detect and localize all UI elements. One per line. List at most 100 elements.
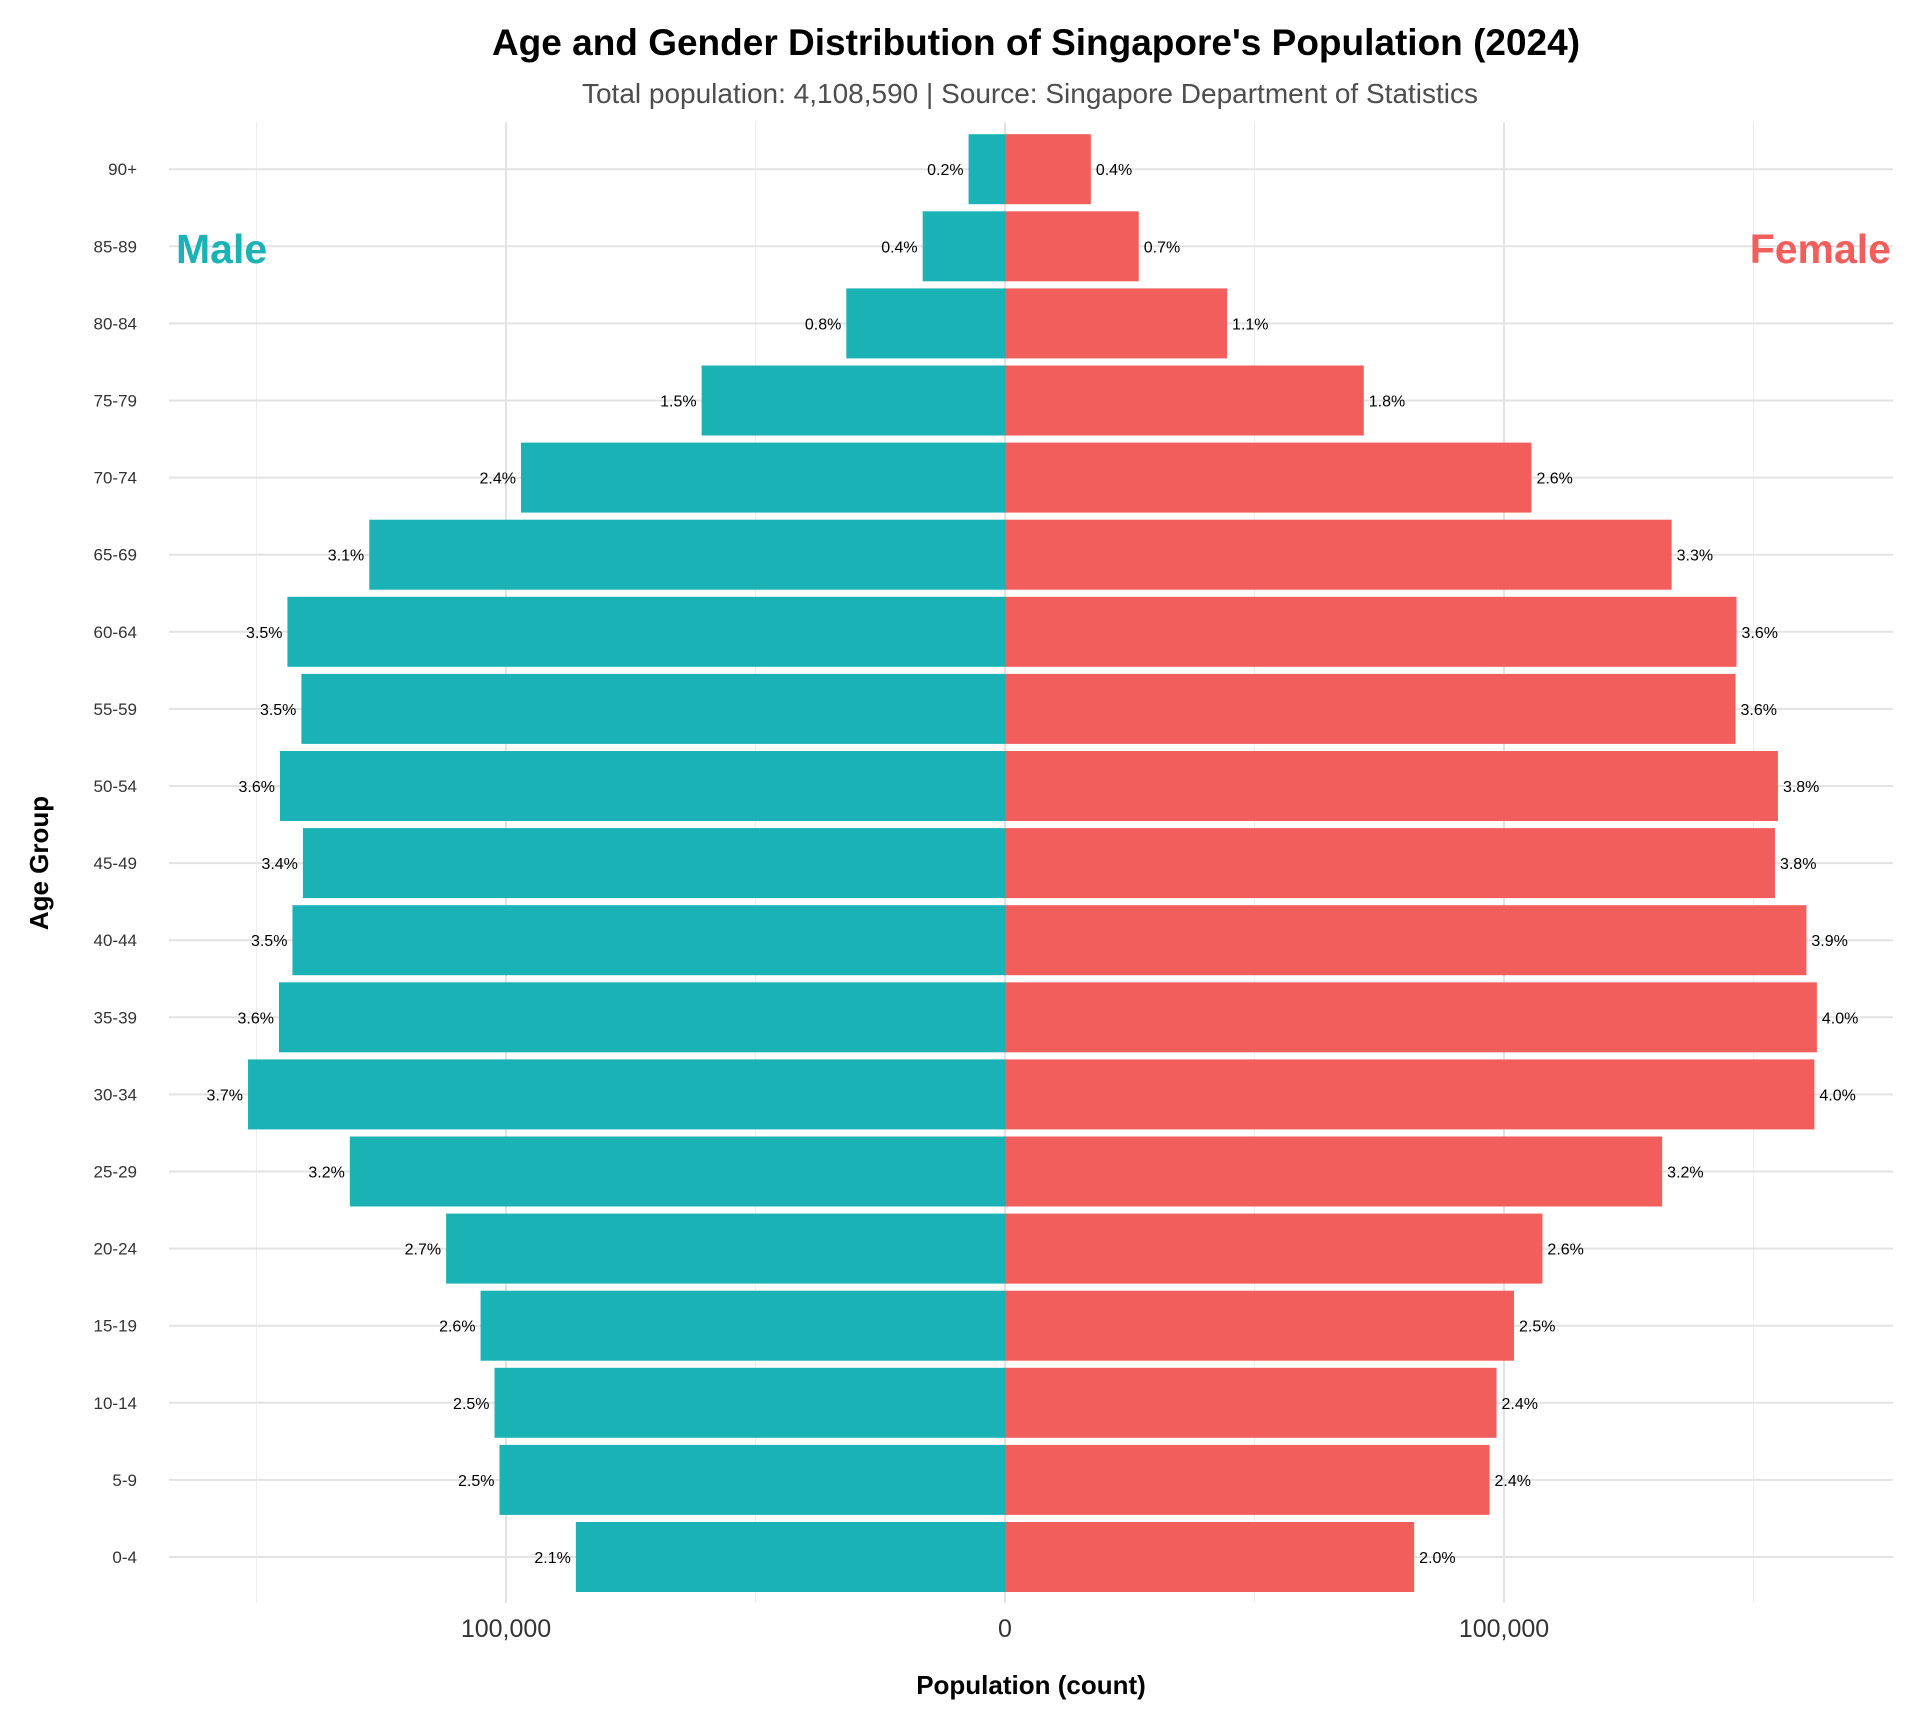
y-tick-label: 25-29	[94, 1163, 137, 1182]
y-tick-label: 40-44	[94, 931, 137, 950]
female-bar-65-69	[1005, 519, 1672, 590]
female-percent-label: 3.2%	[1667, 1165, 1703, 1182]
female-percent-label: 0.7%	[1144, 239, 1180, 256]
male-bar-10-14	[494, 1367, 1005, 1438]
bar-labels: 2.1% 2.5% 2.5% 2.6% 2.7% 3.2% 3.7% 3.6% 3.5% 3.4%…	[207, 162, 1859, 1567]
y-tick-label: 15-19	[94, 1317, 137, 1336]
y-tick-label: 20-24	[94, 1240, 137, 1259]
y-axis-title: Age Group	[24, 796, 54, 930]
y-tick-label: 85-89	[94, 237, 137, 256]
male-percent-label: 3.6%	[238, 779, 274, 796]
y-tick-label: 35-39	[94, 1008, 137, 1027]
x-tick-label: 100,000	[461, 1615, 551, 1643]
y-tick-label: 30-34	[94, 1085, 137, 1104]
male-bar-5-9	[499, 1444, 1005, 1515]
y-tick-label: 80-84	[94, 314, 137, 333]
female-bar-10-14	[1005, 1367, 1497, 1438]
female-percent-label: 3.8%	[1783, 779, 1819, 796]
male-percent-label: 3.7%	[207, 1087, 243, 1104]
male-bar-40-44	[292, 905, 1006, 976]
female-bar-50-54	[1005, 751, 1778, 821]
female-percent-label: 3.6%	[1741, 702, 1777, 719]
female-percent-label: 2.4%	[1495, 1473, 1531, 1490]
female-percent-label: 4.0%	[1819, 1087, 1855, 1104]
female-bar-40-44	[1005, 905, 1807, 976]
male-percent-label: 3.6%	[237, 1010, 273, 1027]
male-bar-85-89	[922, 211, 1005, 282]
y-tick-label: 5-9	[112, 1471, 137, 1490]
y-tick-label: 45-49	[94, 854, 137, 873]
y-tick-label: 0-4	[112, 1548, 137, 1567]
female-bar-25-29	[1005, 1136, 1663, 1207]
female-bar-90+	[1005, 134, 1091, 205]
male-bar-90+	[968, 134, 1005, 205]
male-bar-55-59	[301, 673, 1005, 744]
male-percent-label: 3.1%	[328, 548, 364, 565]
female-bar-35-39	[1005, 982, 1817, 1053]
male-percent-label: 3.4%	[261, 856, 297, 873]
female-percent-label: 3.8%	[1780, 856, 1816, 873]
male-percent-label: 2.6%	[439, 1319, 475, 1336]
female-bar-70-74	[1005, 442, 1532, 513]
y-tick-label: 50-54	[94, 777, 137, 796]
female-bar-5-9	[1005, 1444, 1490, 1515]
y-tick-label: 60-64	[94, 623, 137, 642]
male-bar-70-74	[520, 442, 1005, 513]
male-bar-45-49	[302, 828, 1006, 899]
male-percent-label: 3.5%	[260, 702, 296, 719]
female-bar-75-79	[1005, 365, 1364, 436]
female-percent-label: 3.3%	[1677, 548, 1713, 565]
male-bar-0-4	[575, 1522, 1005, 1592]
male-percent-label: 2.5%	[458, 1473, 494, 1490]
female-percent-label: 1.1%	[1232, 316, 1268, 333]
y-tick-label: 65-69	[94, 546, 137, 565]
male-bar-35-39	[278, 982, 1006, 1053]
male-percent-label: 2.4%	[480, 471, 516, 488]
male-bar-25-29	[349, 1136, 1005, 1207]
x-axis-title: Population (count)	[916, 1670, 1146, 1700]
male-percent-label: 2.1%	[534, 1550, 570, 1567]
female-bar-45-49	[1005, 828, 1775, 899]
female-percent-label: 3.6%	[1742, 625, 1778, 642]
female-percent-label: 2.6%	[1547, 1242, 1583, 1259]
y-tick-label: 75-79	[94, 392, 137, 411]
male-bar-60-64	[287, 596, 1005, 667]
male-bar-50-54	[279, 751, 1005, 821]
female-percent-label: 3.9%	[1811, 933, 1847, 950]
male-bar-15-19	[480, 1290, 1005, 1361]
female-side-label: Female	[1750, 226, 1891, 272]
female-bar-20-24	[1005, 1213, 1543, 1284]
male-percent-label: 3.5%	[251, 933, 287, 950]
female-percent-label: 2.4%	[1502, 1396, 1538, 1413]
female-percent-label: 2.0%	[1419, 1550, 1455, 1567]
male-percent-label: 2.7%	[405, 1242, 441, 1259]
male-bar-30-34	[248, 1059, 1006, 1130]
female-percent-label: 1.8%	[1369, 394, 1405, 411]
male-percent-label: 2.5%	[453, 1396, 489, 1413]
female-percent-label: 2.5%	[1519, 1319, 1555, 1336]
male-percent-label: 0.2%	[927, 162, 963, 179]
x-tick-label: 100,000	[1459, 1615, 1549, 1643]
y-tick-label: 10-14	[94, 1394, 137, 1413]
chart-subtitle: Total population: 4,108,590 | Source: Si…	[581, 78, 1479, 109]
male-bar-80-84	[846, 288, 1005, 359]
female-bar-60-64	[1005, 596, 1737, 667]
bars	[248, 134, 1817, 1592]
x-axis-ticks: 100,000 0 100,000	[461, 1615, 1549, 1643]
male-percent-label: 0.4%	[881, 239, 917, 256]
female-bar-15-19	[1005, 1290, 1514, 1361]
female-bar-80-84	[1005, 288, 1228, 359]
male-percent-label: 3.5%	[246, 625, 282, 642]
female-bar-85-89	[1005, 211, 1139, 282]
female-bar-30-34	[1005, 1059, 1815, 1130]
male-bar-20-24	[446, 1213, 1005, 1284]
female-percent-label: 0.4%	[1096, 162, 1132, 179]
y-tick-label: 70-74	[94, 469, 137, 488]
male-percent-label: 0.8%	[805, 316, 841, 333]
y-tick-label: 90+	[108, 160, 137, 179]
female-bar-0-4	[1005, 1522, 1415, 1592]
female-percent-label: 2.6%	[1536, 471, 1572, 488]
y-tick-label: 55-59	[94, 700, 137, 719]
female-percent-label: 4.0%	[1822, 1010, 1858, 1027]
